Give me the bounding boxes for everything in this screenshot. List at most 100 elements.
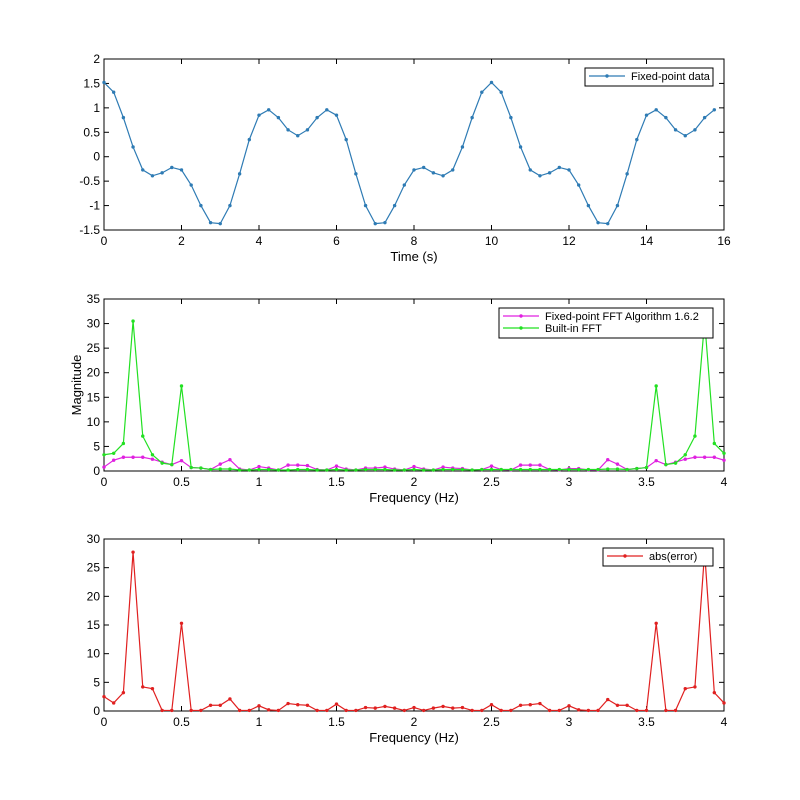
y-tick-label: 25	[87, 341, 101, 355]
data-point	[460, 145, 465, 149]
data-point	[363, 203, 368, 208]
data-point	[296, 702, 300, 707]
data-point	[111, 701, 116, 705]
data-point	[392, 706, 397, 710]
data-point	[615, 467, 620, 471]
data-point	[518, 467, 523, 472]
data-point	[664, 115, 668, 120]
x-tick-label: 0	[101, 715, 108, 729]
data-point	[586, 203, 591, 208]
series-1	[102, 80, 717, 226]
chart-panel-1: 0 2 4 6 8 10 12 14 16 -1.5 -1 -0.5 0 0.5 1 1.5 2 Time (s)…	[79, 52, 731, 264]
x-tick-label: 0	[101, 234, 108, 248]
data-point	[344, 468, 348, 472]
series-line	[103, 81, 715, 225]
data-point	[305, 128, 310, 132]
data-point	[460, 705, 465, 710]
y-tick-label: 0.5	[83, 125, 100, 139]
data-point	[218, 467, 222, 471]
data-point	[257, 467, 261, 472]
data-point	[596, 708, 600, 713]
chart-panel-2: 0 0.5 1 1.5 2 2.5 3 3.5 4 0 5 10 15 20 25 30 35 Frequency…	[69, 292, 728, 505]
data-point	[150, 453, 155, 457]
data-point	[305, 703, 310, 707]
data-point	[606, 467, 610, 471]
x-tick-label: 1	[256, 715, 263, 729]
data-point	[625, 467, 629, 472]
legend-marker	[605, 74, 609, 78]
data-point	[344, 137, 348, 142]
data-point	[121, 455, 126, 459]
x-tick-label: 0.5	[173, 475, 190, 489]
data-point	[131, 550, 135, 554]
data-point	[654, 108, 658, 112]
data-point	[218, 703, 222, 707]
data-point	[499, 708, 503, 713]
data-point	[489, 80, 494, 85]
y-tick-label: 15	[87, 618, 101, 632]
data-point	[247, 708, 252, 713]
data-point	[441, 704, 445, 709]
x-tick-label: 10	[485, 234, 499, 248]
data-point	[702, 455, 707, 459]
data-point	[111, 458, 116, 462]
data-point	[664, 462, 668, 467]
data-point	[451, 467, 455, 472]
data-point	[635, 137, 639, 142]
data-point	[179, 168, 184, 172]
data-point	[334, 467, 339, 472]
data-point	[315, 708, 319, 713]
data-point	[102, 80, 106, 85]
data-point	[654, 621, 658, 625]
data-point	[170, 165, 174, 170]
data-point	[722, 451, 726, 456]
data-point	[470, 468, 474, 472]
x-tick-label: 1.5	[328, 715, 345, 729]
data-point	[247, 137, 252, 142]
data-point	[392, 468, 397, 472]
data-point	[567, 467, 571, 472]
data-point	[412, 705, 416, 710]
data-point	[576, 708, 581, 712]
data-point	[218, 221, 222, 226]
data-point	[257, 704, 261, 708]
data-point	[431, 706, 436, 710]
data-point	[383, 704, 387, 709]
data-point	[557, 467, 562, 472]
data-point	[228, 697, 232, 701]
data-point	[354, 172, 358, 176]
data-point	[489, 702, 494, 707]
data-point	[363, 705, 368, 710]
data-point	[509, 467, 513, 472]
data-point	[712, 108, 717, 112]
legend-marker	[519, 326, 523, 330]
data-point	[509, 115, 513, 120]
data-point	[160, 461, 164, 465]
data-point	[228, 203, 232, 208]
y-tick-label: 25	[87, 561, 101, 575]
data-point	[557, 708, 562, 713]
y-tick-label: 10	[87, 647, 101, 661]
y-tick-label: 15	[87, 390, 101, 404]
data-point	[596, 220, 600, 225]
data-point	[131, 145, 135, 149]
data-point	[538, 174, 542, 178]
data-point	[615, 703, 620, 707]
legend-entry: Built-in FFT	[545, 323, 602, 335]
data-point	[557, 165, 562, 170]
data-point	[373, 467, 377, 472]
data-point	[625, 172, 629, 176]
legend-box	[584, 67, 714, 87]
x-tick-label: 3	[566, 475, 573, 489]
data-point	[635, 466, 639, 471]
x-tick-label: 3.5	[638, 475, 655, 489]
data-point	[441, 467, 445, 472]
data-point	[547, 467, 552, 472]
data-point	[199, 466, 203, 470]
y-tick-label: -0.5	[79, 174, 100, 188]
data-point	[586, 467, 591, 472]
data-point	[286, 128, 290, 132]
x-axis-label: Time (s)	[390, 249, 437, 264]
x-tick-label: 4	[256, 234, 263, 248]
